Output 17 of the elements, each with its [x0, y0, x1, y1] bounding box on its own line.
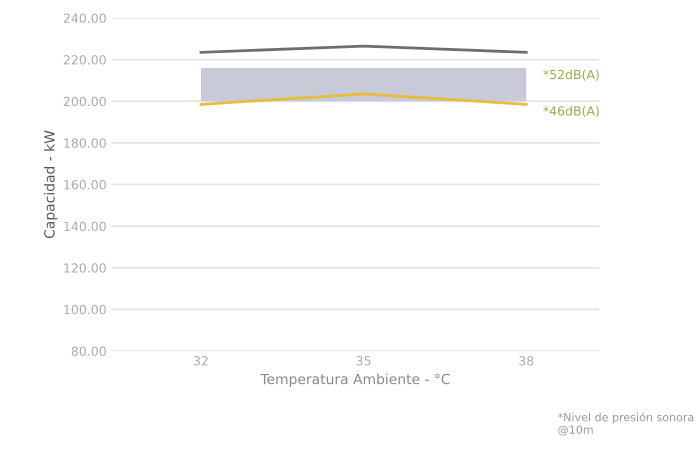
y-tick-label: 220.00: [64, 55, 106, 65]
annotation: *46dB(A): [543, 106, 599, 118]
text: *Nivel de presión sonora @10m: [558, 412, 694, 436]
x-tick-label: 38: [519, 356, 534, 366]
y-tick-label: 120.00: [64, 263, 106, 273]
y-tick-label: 240.00: [64, 13, 106, 23]
y-tick-label: 200.00: [64, 96, 106, 106]
x-tick-label: 32: [194, 356, 208, 366]
y-tick-label: 80.00: [72, 346, 106, 356]
annotation: *52dB(A): [543, 70, 599, 81]
y-tick-label: 160.00: [64, 180, 106, 190]
x-axis-title: Temperatura Ambiente - °C: [260, 374, 450, 387]
y-tick-label: 180.00: [64, 138, 106, 148]
y-tick-label: 140.00: [64, 222, 106, 232]
y-axis-title: Capacidad - kW: [44, 130, 58, 238]
x-tick-label: 35: [356, 356, 370, 366]
y-tick-label: 100.00: [64, 304, 106, 314]
